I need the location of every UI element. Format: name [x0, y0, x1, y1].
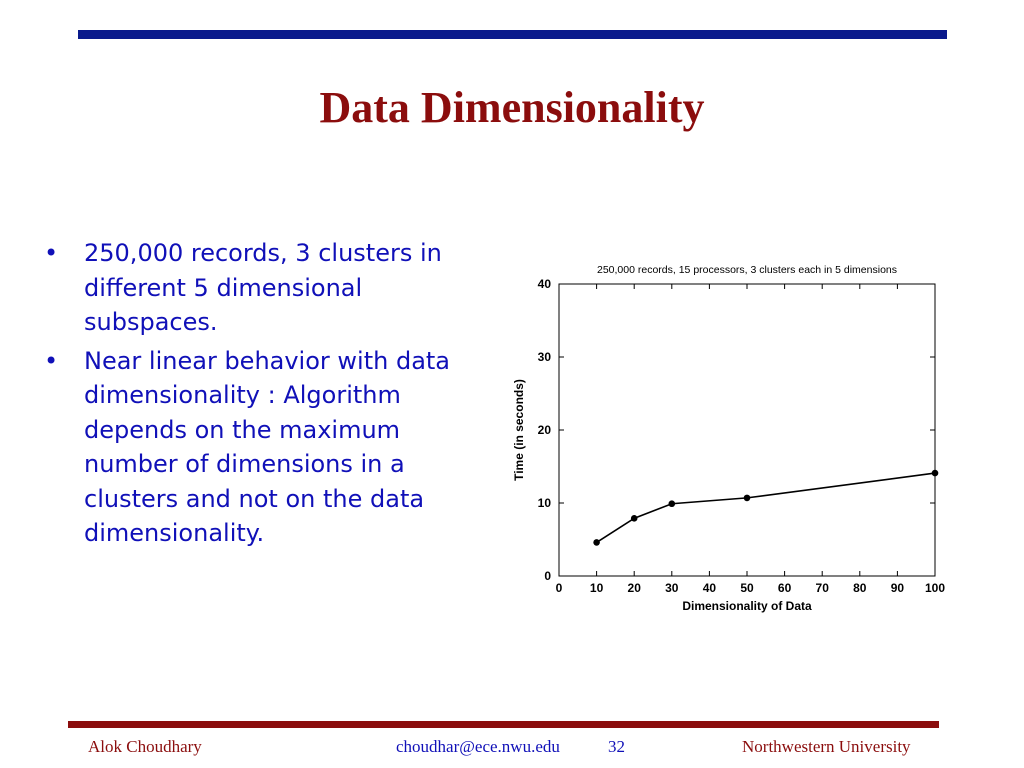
footer-page-number: 32 — [608, 737, 625, 756]
footer-email: choudhar@ece.nwu.edu — [396, 737, 560, 756]
data-point — [630, 515, 638, 522]
x-tick-label: 70 — [816, 581, 830, 595]
x-tick-label: 100 — [925, 581, 945, 595]
footer-institution: Northwestern University — [742, 737, 911, 756]
y-tick-label: 40 — [538, 277, 552, 291]
bullet-item: • 250,000 records, 3 clusters in differe… — [44, 236, 469, 340]
x-tick-label: 20 — [628, 581, 642, 595]
bullet-text: 250,000 records, 3 clusters in different… — [84, 239, 442, 336]
top-rule — [78, 30, 947, 39]
bottom-rule — [68, 721, 939, 728]
plot-frame — [558, 283, 936, 577]
x-tick-label: 80 — [853, 581, 867, 595]
x-tick-label: 0 — [556, 581, 563, 595]
x-tick-label: 40 — [703, 581, 717, 595]
data-point — [593, 539, 600, 546]
y-tick-label: 20 — [538, 423, 552, 437]
x-tick-label: 90 — [891, 581, 905, 595]
data-point — [743, 494, 751, 502]
series-line — [596, 472, 936, 544]
y-tick-label: 0 — [544, 569, 551, 583]
x-tick-label: 10 — [590, 581, 604, 595]
chart-container: 250,000 records, 15 processors, 3 cluste… — [505, 255, 945, 625]
bullet-list: • 250,000 records, 3 clusters in differe… — [44, 236, 469, 555]
x-tick-label: 60 — [778, 581, 792, 595]
data-point — [668, 500, 676, 508]
y-axis-label: Time (in seconds) — [512, 379, 526, 481]
x-tick-label: 30 — [665, 581, 679, 595]
bullet-item: • Near linear behavior with data dimensi… — [44, 344, 469, 551]
line-chart: 250,000 records, 15 processors, 3 cluste… — [512, 264, 945, 613]
y-tick-label: 30 — [538, 350, 552, 364]
x-axis-label: Dimensionality of Data — [682, 599, 812, 613]
slide-title: Data Dimensionality — [319, 83, 705, 132]
data-point — [931, 469, 939, 477]
bullet-text: Near linear behavior with data dimension… — [84, 346, 451, 548]
bullet-symbol: • — [44, 239, 59, 267]
bullet-symbol: • — [44, 346, 59, 375]
chart-title: 250,000 records, 15 processors, 3 cluste… — [597, 264, 897, 276]
footer-author: Alok Choudhary — [88, 737, 202, 756]
x-tick-label: 50 — [740, 581, 754, 595]
y-tick-label: 10 — [538, 496, 552, 510]
